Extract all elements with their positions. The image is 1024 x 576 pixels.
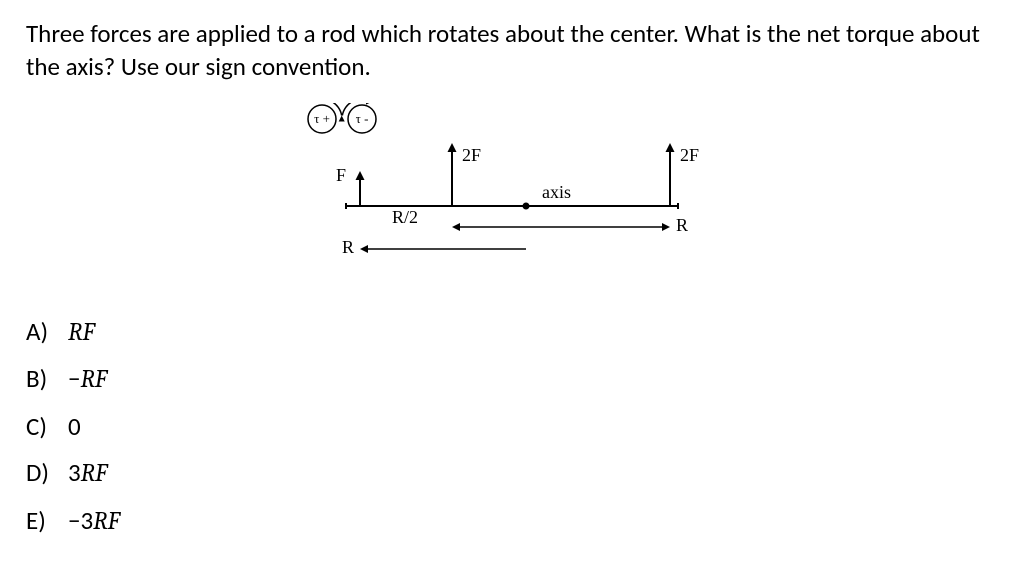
svg-text:2F: 2F [680,145,699,165]
question-text: Three forces are applied to a rod which … [26,18,998,83]
answer-choice: D)3RF [26,457,998,491]
choice-value: 0 [68,411,81,444]
choice-letter: B) [26,363,68,397]
svg-text:τ -: τ - [356,111,369,126]
choice-letter: A) [26,316,68,350]
svg-text:τ +: τ + [314,111,330,126]
choice-value: −RF [68,363,107,397]
svg-text:R/2: R/2 [392,207,418,227]
svg-text:R: R [676,215,688,235]
answer-choice: C)0 [26,411,998,444]
choice-letter: D) [26,457,68,491]
choice-letter: C) [26,411,68,444]
choice-value: −3RF [68,505,120,539]
svg-text:F: F [336,165,346,185]
answer-choice: E)−3RF [26,505,998,539]
svg-text:axis: axis [542,182,571,202]
answer-choices: A)RFB)−RFC)0D)3RFE)−3RF [26,316,998,539]
torque-diagram: τ + τ - axis F 2F 2F R/2 R R [286,103,998,292]
answer-choice: A)RF [26,316,998,350]
choice-value: RF [68,316,95,350]
answer-choice: B)−RF [26,363,998,397]
choice-value: 3RF [68,457,107,491]
svg-text:2F: 2F [462,145,481,165]
choice-letter: E) [26,505,68,539]
svg-text:R: R [342,237,354,257]
